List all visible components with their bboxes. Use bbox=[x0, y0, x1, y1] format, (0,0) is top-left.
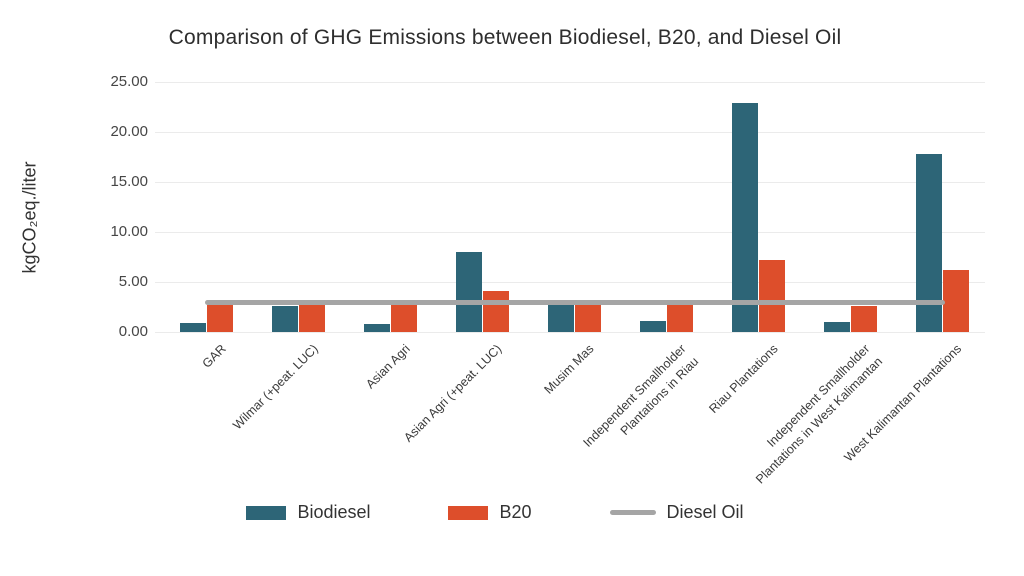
y-tick-label: 15.00 bbox=[110, 173, 148, 190]
x-category-label: GAR bbox=[199, 341, 229, 371]
legend-label: B20 bbox=[499, 502, 532, 522]
bar-biodiesel bbox=[456, 252, 482, 332]
bar-b20 bbox=[943, 270, 969, 332]
gridline-y-20.00 bbox=[155, 132, 985, 133]
gridline-y-5.00 bbox=[155, 282, 985, 283]
x-category-label: Asian Agri (+peat. LUC) bbox=[401, 341, 505, 445]
y-tick-label: 25.00 bbox=[110, 73, 148, 90]
bar-biodiesel bbox=[824, 322, 850, 332]
y-tick-label: 0.00 bbox=[118, 323, 148, 340]
x-category-label: Asian Agri bbox=[362, 341, 413, 392]
y-axis-label-text: kgCO₂eq./liter bbox=[19, 161, 40, 274]
x-category-label: Riau Plantations bbox=[706, 341, 781, 416]
x-category-label: Independent Smallholder Plantations in R… bbox=[580, 341, 701, 450]
gridline-y-25.00 bbox=[155, 82, 985, 83]
bar-b20 bbox=[667, 304, 693, 332]
x-category-label: Musim Mas bbox=[541, 341, 597, 397]
legend: Biodiesel B20 Diesel Oil bbox=[0, 502, 990, 523]
bar-b20 bbox=[851, 306, 877, 332]
bar-biodiesel bbox=[364, 324, 390, 332]
bar-biodiesel bbox=[272, 306, 298, 332]
legend-item-biodiesel: Biodiesel bbox=[246, 502, 370, 523]
gridline-y-15.00 bbox=[155, 182, 985, 183]
legend-label: Biodiesel bbox=[297, 502, 371, 522]
bar-b20 bbox=[483, 291, 509, 332]
gridline-y-10.00 bbox=[155, 232, 985, 233]
bar-b20 bbox=[207, 305, 233, 332]
y-tick-label: 5.00 bbox=[118, 273, 148, 290]
bar-biodiesel bbox=[732, 103, 758, 332]
legend-swatch-icon bbox=[448, 505, 489, 520]
gridline-y-0.00 bbox=[155, 332, 985, 333]
bar-b20 bbox=[759, 260, 785, 332]
bar-biodiesel bbox=[548, 304, 574, 332]
bar-biodiesel bbox=[180, 323, 206, 332]
bar-b20 bbox=[575, 304, 601, 332]
y-tick-label: 20.00 bbox=[110, 123, 148, 140]
chart-title: Comparison of GHG Emissions between Biod… bbox=[168, 26, 842, 49]
bar-biodiesel bbox=[916, 154, 942, 332]
legend-swatch-icon bbox=[246, 505, 287, 520]
bar-biodiesel bbox=[640, 321, 666, 332]
legend-swatch-icon bbox=[609, 510, 656, 515]
legend-item-b20: B20 bbox=[448, 502, 532, 523]
bar-b20 bbox=[391, 305, 417, 332]
y-tick-label: 10.00 bbox=[110, 223, 148, 240]
legend-label: Diesel Oil bbox=[666, 502, 744, 522]
legend-item-diesel-oil: Diesel Oil bbox=[609, 502, 744, 523]
bar-b20 bbox=[299, 304, 325, 332]
diesel-oil-reference-line bbox=[205, 299, 945, 305]
x-category-label: Wilmar (+peat. LUC) bbox=[229, 341, 321, 433]
